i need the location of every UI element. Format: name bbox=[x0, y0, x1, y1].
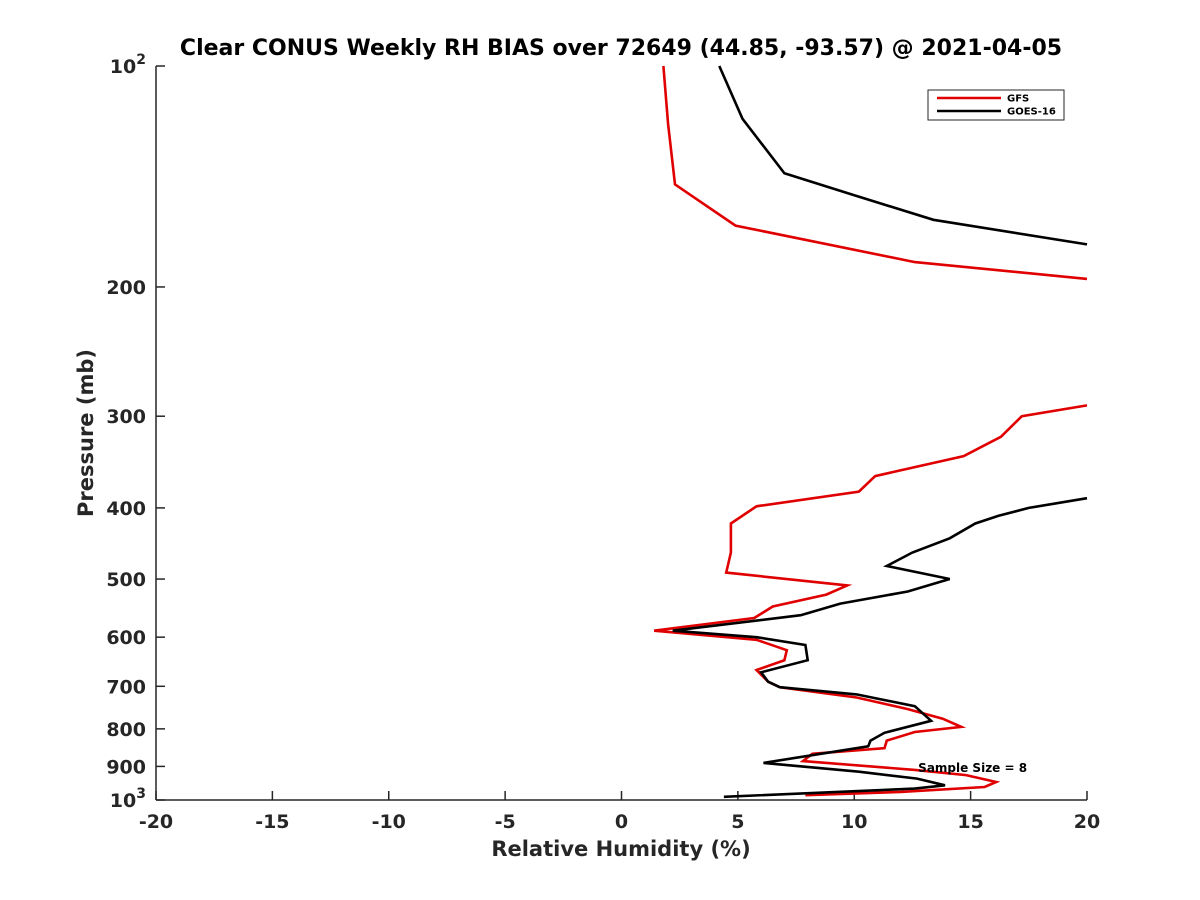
y-axis-ticks: 102 200 300 400 500 600 700 800 900 103 bbox=[106, 52, 165, 812]
chart-title: Clear CONUS Weekly RH BIAS over 72649 (4… bbox=[180, 36, 1062, 61]
series-line-goes-16-3 bbox=[718, 65, 1088, 246]
series-line-gfs-2 bbox=[653, 404, 1088, 797]
legend-box bbox=[927, 89, 1065, 121]
x-tick-label: -5 bbox=[495, 811, 516, 833]
series-layer bbox=[653, 65, 1088, 799]
y-tick-label: 102 bbox=[110, 52, 146, 78]
x-tick-label: -20 bbox=[139, 811, 173, 833]
x-tick-label: 0 bbox=[615, 811, 628, 833]
series-line-gfs-1 bbox=[662, 65, 1088, 281]
legend-label-gfs: GFS bbox=[1007, 94, 1029, 105]
y-tick-label: 900 bbox=[106, 756, 146, 778]
y-tick-label: 500 bbox=[106, 569, 146, 591]
x-axis-ticks: -20 -15 -10 -5 0 5 10 15 20 bbox=[139, 791, 1100, 833]
x-tick-label: 15 bbox=[957, 811, 983, 833]
series-line-goes-16-4 bbox=[672, 496, 1088, 799]
legend-label-goes-16: GOES-16 bbox=[1007, 107, 1056, 118]
y-tick-label: 103 bbox=[110, 786, 146, 812]
annotation-layer: Sample Size = 8 bbox=[918, 761, 1027, 775]
x-axis-label: Relative Humidity (%) bbox=[491, 837, 750, 861]
y-axis-label: Pressure (mb) bbox=[74, 349, 98, 517]
x-tick-label: -15 bbox=[255, 811, 289, 833]
legend: GFS GOES-16 bbox=[927, 89, 1065, 121]
x-tick-label: -10 bbox=[372, 811, 406, 833]
y-tick-label: 400 bbox=[106, 498, 146, 520]
y-tick-label: 600 bbox=[106, 627, 146, 649]
x-tick-label: 20 bbox=[1074, 811, 1100, 833]
sample-size-annotation: Sample Size = 8 bbox=[918, 761, 1027, 775]
x-tick-label: 10 bbox=[841, 811, 867, 833]
y-tick-label: 200 bbox=[106, 277, 146, 299]
y-tick-label: 800 bbox=[106, 719, 146, 741]
x-tick-label: 5 bbox=[731, 811, 744, 833]
y-tick-label: 300 bbox=[106, 406, 146, 428]
y-tick-label: 700 bbox=[106, 676, 146, 698]
